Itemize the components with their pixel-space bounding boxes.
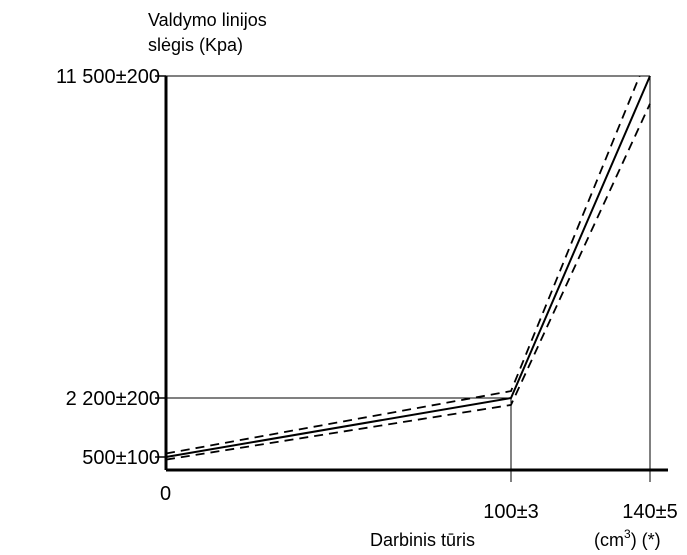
series-tolerance-line xyxy=(165,75,641,455)
x-tick-label: 100±3 xyxy=(483,501,538,523)
x-axis-label: Darbinis tūris xyxy=(370,530,475,550)
x-unit-pre: (cm xyxy=(594,530,624,550)
x-unit-sup: 3 xyxy=(624,527,631,541)
series-nominal-line xyxy=(165,75,651,458)
y-axis-label-line2: slėgis (Kpa) xyxy=(148,35,243,55)
series-lines xyxy=(165,75,651,461)
x-origin-label: 0 xyxy=(160,483,171,505)
series-tolerance-line xyxy=(165,103,651,461)
x-tick-label: 140±5 xyxy=(622,501,677,523)
y-tick-label: 2 200±200 xyxy=(66,388,160,410)
y-axis-label-line1: Valdymo linijos xyxy=(148,10,267,30)
y-tick-label: 11 500±200 xyxy=(56,66,160,88)
y-tick-label: 500±100 xyxy=(82,447,160,469)
tick-labels: 500±100 2 200±200 11 500±200 100±3 140±5 xyxy=(56,66,678,523)
x-axis-unit: (cm3) (*) xyxy=(594,527,661,550)
x-unit-post: ) (*) xyxy=(631,530,661,550)
reference-lines xyxy=(155,75,651,482)
